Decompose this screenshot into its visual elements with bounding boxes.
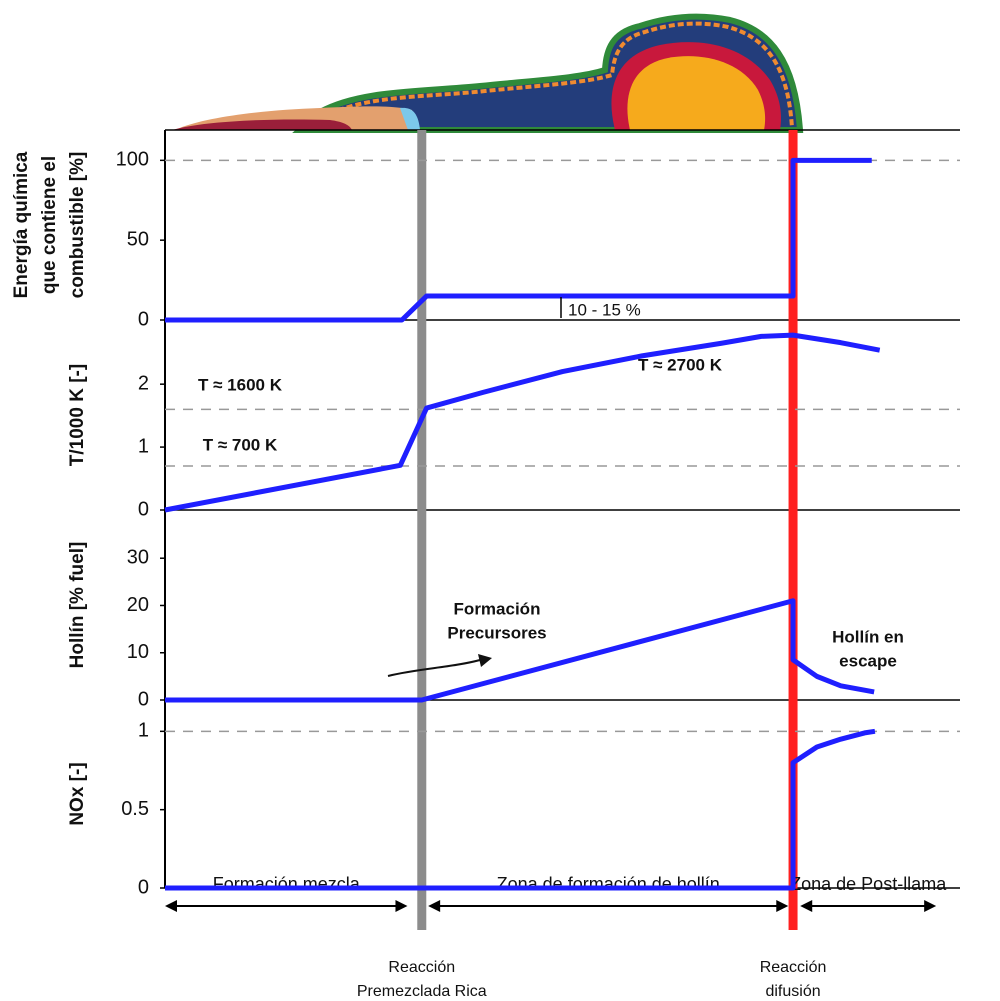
zone-label: Formación mezcla <box>213 874 361 894</box>
zone-arrowhead <box>165 900 177 912</box>
data-line <box>165 157 872 323</box>
y-tick-label: 2 <box>138 372 149 394</box>
annotation: Formación <box>454 599 541 618</box>
annotation: T ≈ 1600 K <box>198 375 283 394</box>
y-tick-label: 0 <box>138 308 149 330</box>
y-tick-label: 100 <box>116 149 149 171</box>
annotation: Precursores <box>447 623 546 642</box>
data-line <box>165 728 876 891</box>
event-label: Reacción <box>760 959 827 976</box>
annotation: T ≈ 700 K <box>203 435 278 454</box>
zone-arrowhead <box>428 900 441 912</box>
event-label: Reacción <box>388 959 455 976</box>
zone-label: Zona de Post-llama <box>790 874 947 894</box>
zone-arrowhead <box>395 900 408 912</box>
zone-arrowhead <box>800 900 813 912</box>
y-tick-label: 30 <box>127 546 149 568</box>
y-tick-label: 0 <box>138 876 149 898</box>
y-axis-label: NOx [-] <box>67 762 88 825</box>
y-axis-label: Energía química <box>11 151 32 298</box>
y-tick-label: 0.5 <box>121 798 149 820</box>
y-tick-label: 1 <box>138 720 149 742</box>
data-line <box>164 332 881 513</box>
y-axis-label: combustible [%] <box>67 152 88 299</box>
y-tick-label: 1 <box>138 435 149 457</box>
event-label: Premezclada Rica <box>357 983 487 1000</box>
annotation-arrowhead <box>478 654 492 667</box>
flame-illustration <box>172 13 804 133</box>
annotation: T ≈ 2700 K <box>638 355 723 374</box>
y-tick-label: 0 <box>138 688 149 710</box>
zone-arrowhead <box>924 900 937 912</box>
zone-arrowhead <box>776 900 789 912</box>
annotation: escape <box>839 651 897 670</box>
y-axis-label: que contiene el <box>39 156 60 294</box>
y-tick-label: 10 <box>127 641 149 663</box>
zone-label: Zona de formación de hollín <box>497 874 720 894</box>
data-line <box>165 598 875 703</box>
annotation: 10 - 15 % <box>568 300 641 319</box>
event-label: difusión <box>765 983 820 1000</box>
annotation: Hollín en <box>832 627 904 646</box>
y-tick-label: 0 <box>138 498 149 520</box>
y-tick-label: 50 <box>127 228 149 250</box>
y-axis-label: Hollín [% fuel] <box>67 542 88 669</box>
y-tick-label: 20 <box>127 594 149 616</box>
annotation-arrow <box>387 659 481 677</box>
y-axis-label: T/1000 K [-] <box>67 364 88 466</box>
